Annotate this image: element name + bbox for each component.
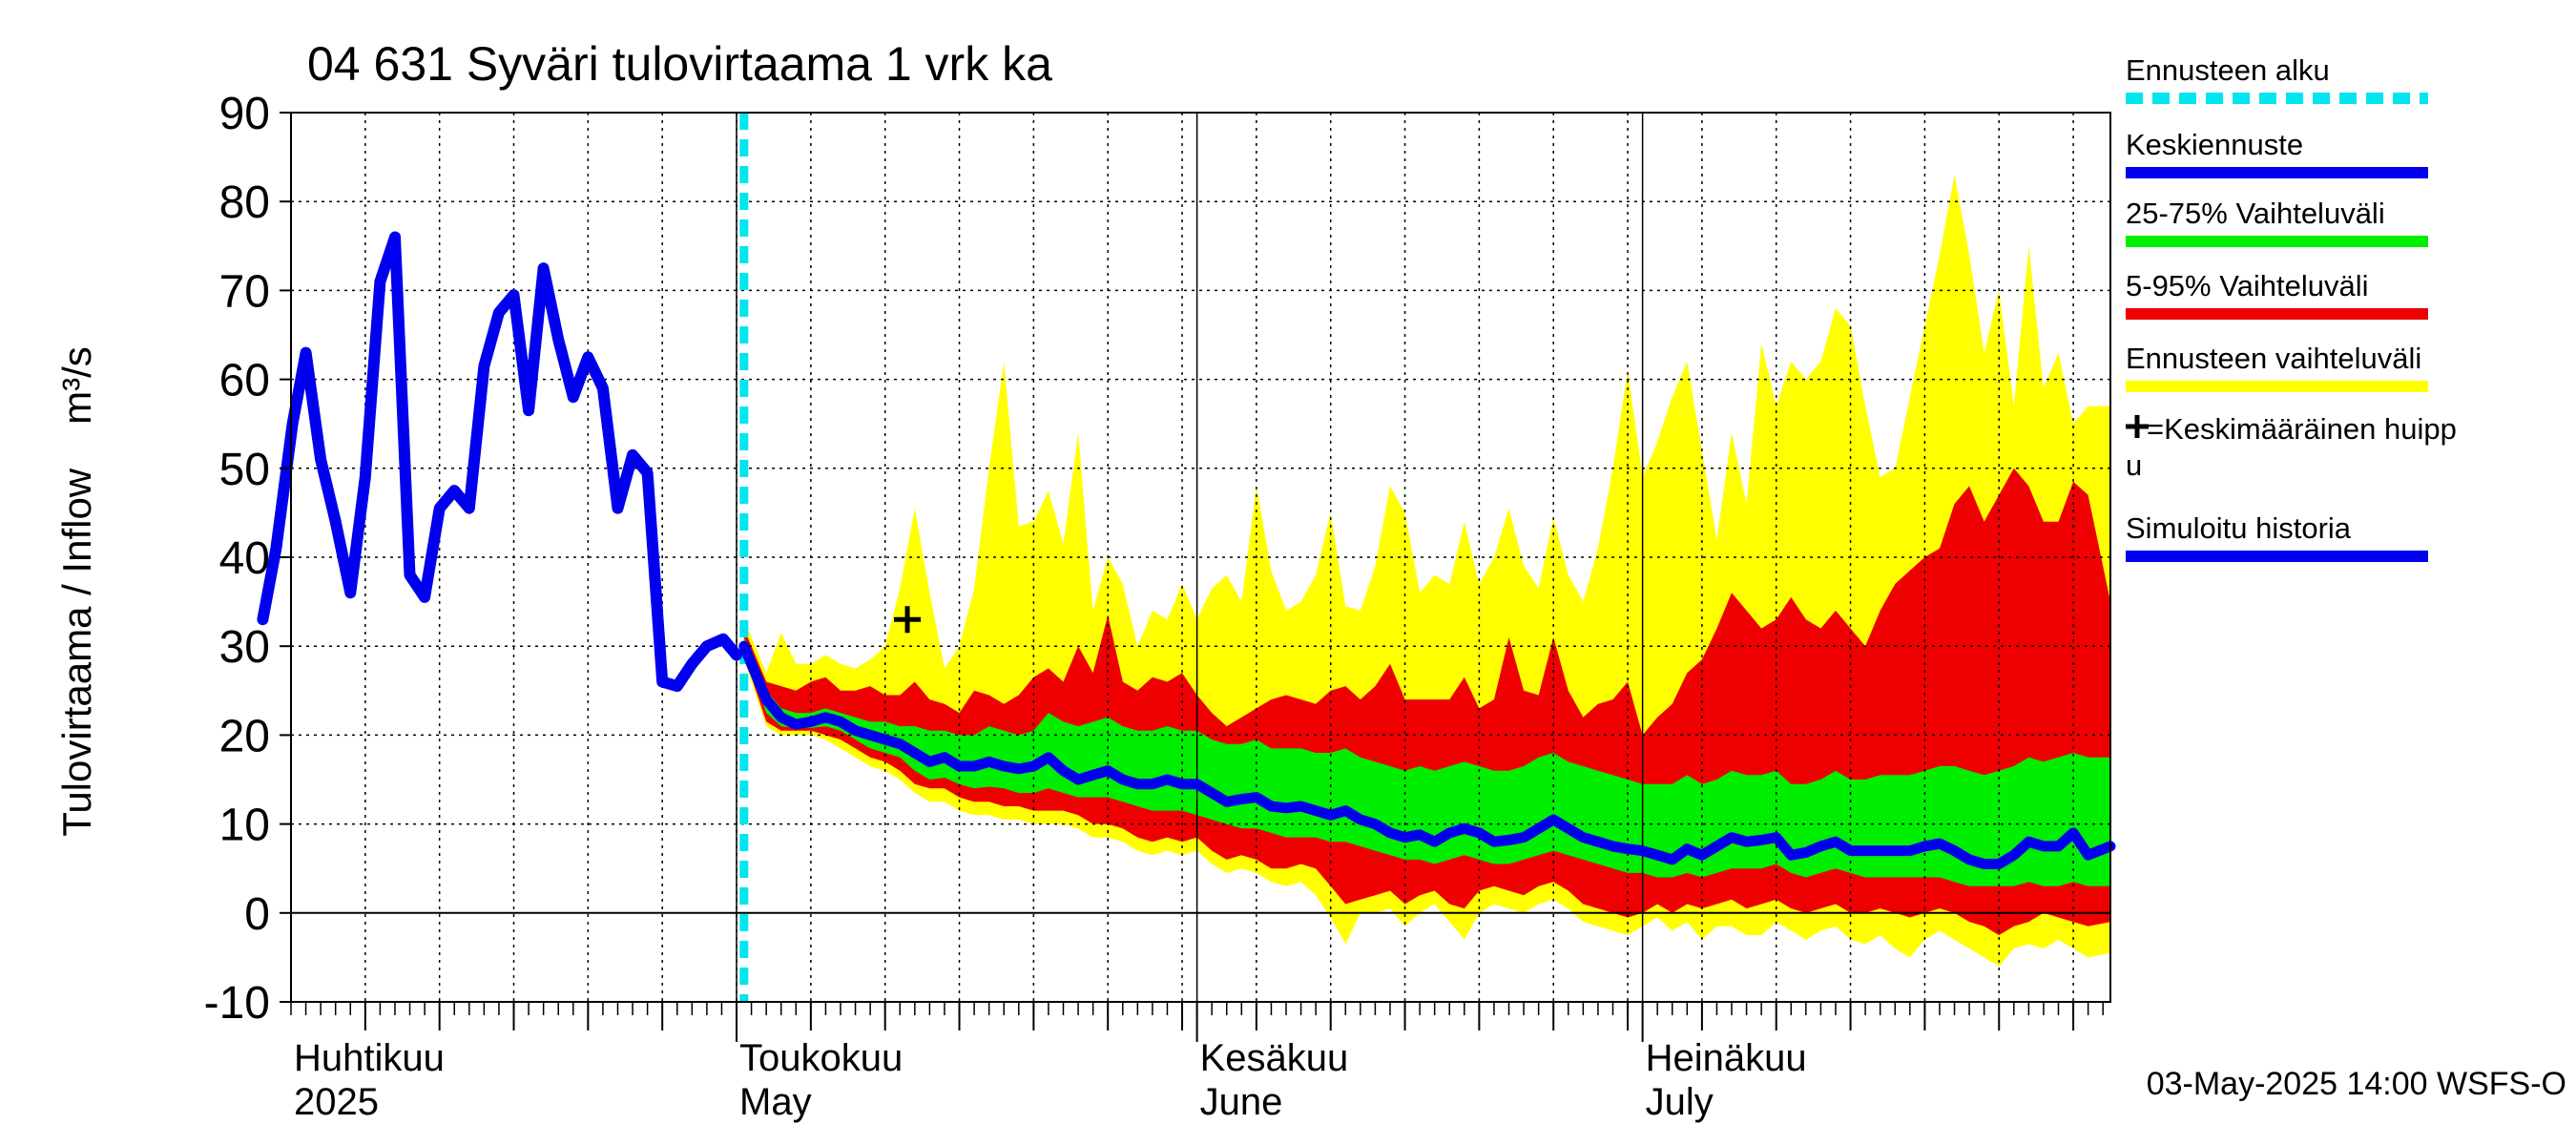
legend-label: =Keskimääräinen huipp	[2147, 412, 2457, 446]
legend-label: Ennusteen alku	[2126, 53, 2330, 87]
y-tick-label: 80	[219, 177, 270, 228]
legend-label: Keskiennuste	[2126, 128, 2303, 161]
y-tick-label: 60	[219, 356, 270, 406]
legend-label-wrap: u	[2126, 448, 2142, 482]
month-label-fi: Toukokuu	[739, 1037, 903, 1079]
legend-label: 25-75% Vaihteluväli	[2126, 197, 2385, 230]
y-tick-label: 70	[219, 266, 270, 317]
y-tick-label: 90	[219, 89, 270, 139]
month-label-fi: Kesäkuu	[1200, 1037, 1349, 1079]
month-label-en: June	[1200, 1081, 1283, 1123]
history-line	[257, 231, 742, 693]
band-25-75	[743, 636, 2110, 886]
month-label-fi: Heinäkuu	[1646, 1037, 1807, 1079]
legend-label: Simuloitu historia	[2126, 511, 2352, 545]
y-tick-label: 40	[219, 533, 270, 584]
y-tick-label: 10	[219, 801, 270, 851]
legend-label: 5-95% Vaihteluväli	[2126, 269, 2368, 302]
series-lines	[257, 113, 2116, 1002]
forecast-bands	[743, 175, 2110, 967]
legend: Ennusteen alku Keskiennuste 25-75% Vaihtel…	[2126, 53, 2457, 562]
footer-timestamp: 03-May-2025 14:00 WSFS-O	[2147, 1066, 2566, 1102]
month-label-fi: Huhtikuu	[294, 1037, 445, 1079]
chart-title: 04 631 Syväri tulovirtaama 1 vrk ka	[307, 37, 1052, 91]
y-tick-label: 20	[219, 711, 270, 761]
y-tick-label: 30	[219, 622, 270, 673]
y-tick-label: 0	[244, 889, 270, 940]
month-label-en: July	[1646, 1081, 1714, 1123]
y-axis-label-unit: m³/s	[54, 346, 99, 425]
y-tick-label: 50	[219, 445, 270, 495]
month-label-en: May	[739, 1081, 812, 1123]
month-label-en: 2025	[294, 1081, 379, 1123]
mean-forecast-line	[738, 640, 2116, 869]
legend-label: Ennusteen vaihteluväli	[2126, 342, 2421, 375]
y-tick-label: -10	[204, 978, 270, 1029]
peak-marker	[894, 606, 922, 634]
y-axis-label-text: Tulovirtaama / Inflow	[54, 468, 99, 837]
legend-marker-icon	[2126, 415, 2149, 438]
y-axis-label: Tulovirtaama / Inflow m³/s	[54, 346, 99, 837]
